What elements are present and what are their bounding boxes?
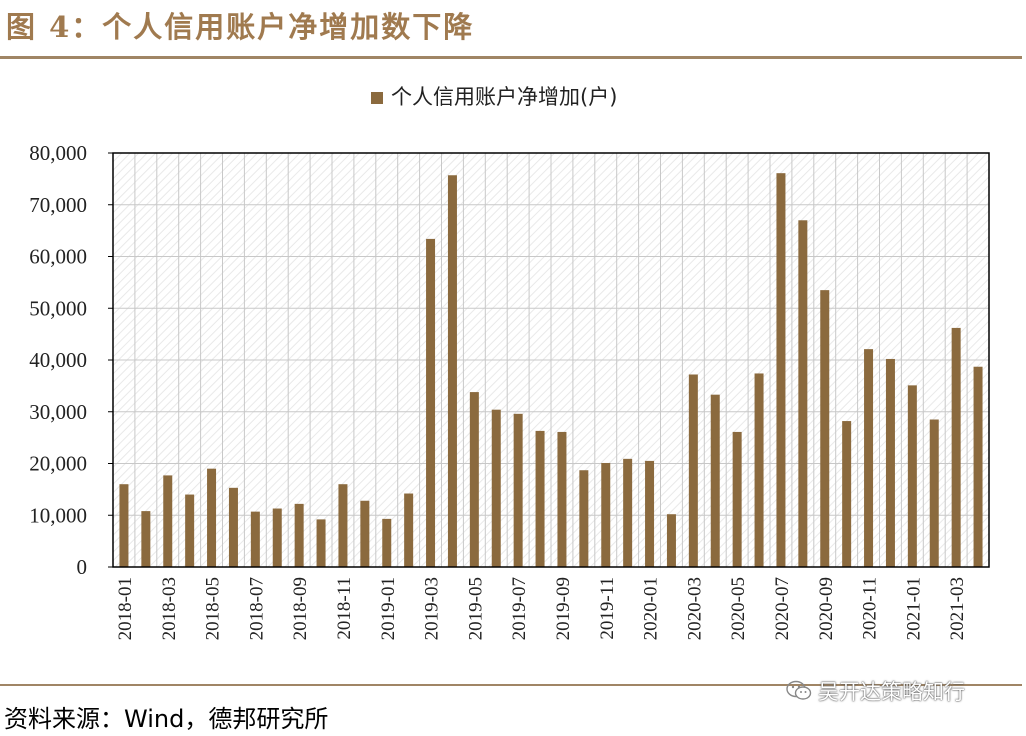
bar-2020-11	[864, 349, 874, 567]
bar-2018-09	[294, 503, 304, 567]
chart-legend: 个人信用账户净增加(户)	[371, 85, 617, 109]
title-divider	[0, 56, 1022, 59]
bar-2020-03	[688, 374, 698, 567]
x-tick-label: 2020-09	[816, 577, 837, 640]
x-tick-label: 2018-07	[246, 577, 267, 640]
x-tick-label: 2020-03	[684, 577, 705, 640]
y-tick-label: 0	[77, 555, 88, 579]
legend-swatch	[371, 92, 383, 104]
footer-divider	[0, 684, 1022, 686]
bar-2019-01	[382, 518, 392, 567]
wechat-icon	[786, 680, 812, 700]
bar-2018-08	[272, 508, 282, 567]
bar-2020-05	[732, 431, 742, 567]
y-tick-label: 70,000	[29, 193, 87, 217]
bar-2019-09	[557, 431, 567, 567]
x-tick-label: 2020-05	[728, 577, 749, 640]
bar-2021-01	[907, 385, 917, 567]
bar-2019-05	[469, 392, 479, 567]
x-tick-label: 2019-09	[553, 577, 574, 640]
bar-2018-05	[207, 468, 217, 567]
bar-2018-11	[338, 484, 348, 567]
bar-2018-02	[141, 511, 151, 567]
y-tick-label: 10,000	[29, 503, 87, 527]
x-tick-label: 2018-11	[334, 577, 355, 640]
bar-2021-02	[929, 419, 939, 567]
source-note: 资料来源：Wind，德邦研究所	[4, 705, 329, 733]
x-tick-label: 2018-01	[115, 577, 136, 640]
bar-2018-01	[119, 484, 129, 567]
x-tick-label: 2018-03	[159, 577, 180, 640]
x-tick-label: 2020-07	[772, 577, 793, 640]
bar-2020-02	[666, 514, 676, 567]
bar-2020-09	[820, 290, 830, 567]
watermark: 吴开达策略知行	[786, 676, 965, 706]
x-tick-label: 2019-01	[378, 577, 399, 640]
x-tick-label: 2019-03	[422, 577, 443, 640]
x-tick-label: 2019-05	[465, 577, 486, 640]
x-tick-label: 2021-01	[903, 577, 924, 640]
y-tick-label: 80,000	[29, 141, 87, 165]
bar-2018-07	[250, 511, 260, 567]
bar-2020-07	[776, 173, 786, 567]
bar-2019-11	[601, 462, 611, 567]
x-tick-label: 2019-07	[509, 577, 530, 640]
x-tick-label: 2021-03	[947, 577, 968, 640]
bar-2021-04	[973, 366, 983, 567]
bar-2019-08	[535, 430, 545, 567]
bar-2019-04	[447, 175, 457, 567]
bar-2018-06	[228, 487, 238, 567]
bar-2019-06	[491, 409, 501, 567]
legend-label: 个人信用账户净增加(户)	[391, 85, 617, 109]
bar-2018-12	[360, 500, 370, 567]
bar-2019-02	[404, 493, 414, 567]
plot-area: 0 10,000 20,000 30,000 40,000 50,000 60,000 70,…	[29, 141, 990, 640]
bar-2020-08	[798, 220, 808, 567]
bar-chart: 个人信用账户净增加(户) 0 10,000 20,000 30,000 40,000 50…	[29, 85, 990, 640]
bar-2019-10	[579, 470, 589, 567]
bar-2018-04	[185, 494, 195, 567]
y-tick-label: 50,000	[29, 296, 87, 320]
bar-2019-03	[426, 238, 436, 567]
bar-2020-04	[710, 394, 720, 567]
y-tick-label: 60,000	[29, 245, 87, 269]
bar-2018-03	[163, 475, 173, 567]
plot-border	[112, 152, 990, 568]
x-tick-label: 2020-11	[860, 577, 881, 640]
bar-2020-01	[645, 460, 655, 567]
y-tick-label: 30,000	[29, 400, 87, 424]
x-tick-label: 2020-01	[641, 577, 662, 640]
bar-2020-10	[842, 421, 852, 567]
y-tick-label: 20,000	[29, 452, 87, 476]
x-tick-label: 2019-11	[597, 577, 618, 640]
bar-2018-10	[316, 519, 326, 567]
x-tick-label: 2018-09	[290, 577, 311, 640]
y-tick-label: 40,000	[29, 348, 87, 372]
watermark-text: 吴开达策略知行	[818, 680, 965, 704]
x-tick-label: 2018-05	[203, 577, 224, 640]
bar-2019-07	[513, 413, 523, 567]
bar-2020-06	[754, 373, 764, 567]
bar-2019-12	[623, 458, 633, 567]
bar-2020-12	[885, 358, 895, 567]
figure-title: 图 4：个人信用账户净增加数下降	[6, 10, 475, 44]
bar-2021-03	[951, 327, 961, 567]
